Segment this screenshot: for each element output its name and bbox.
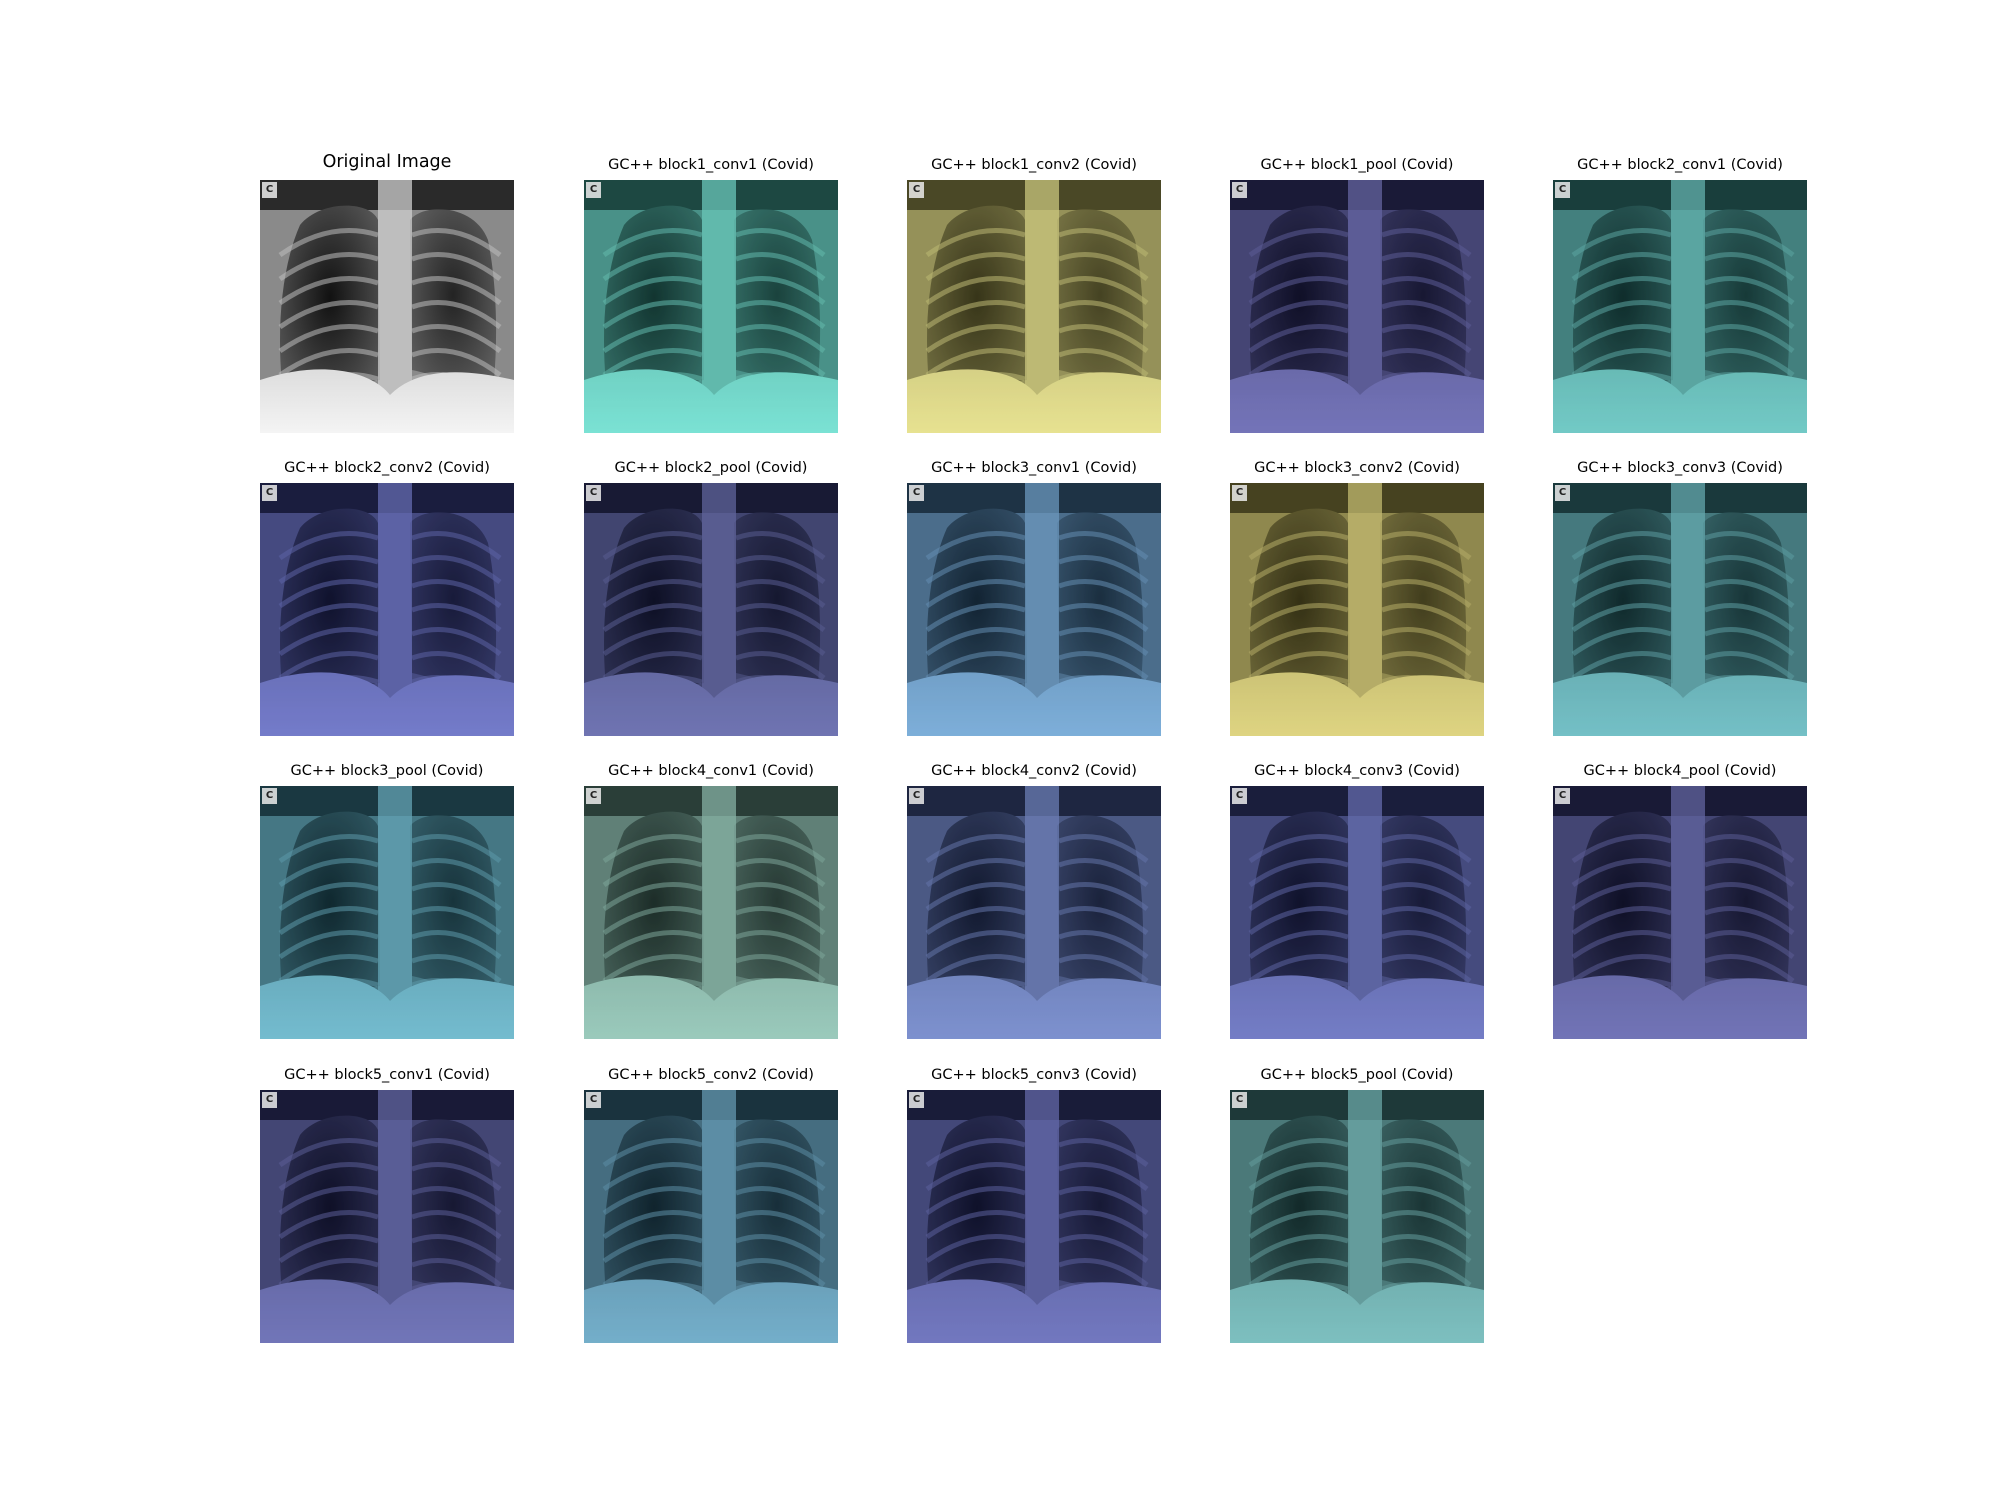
- panel-image: C: [907, 1090, 1161, 1343]
- corner-label: C: [909, 1092, 924, 1108]
- panel-title: GC++ block1_conv1 (Covid): [608, 157, 814, 173]
- corner-label: C: [909, 485, 924, 501]
- corner-label: C: [1555, 182, 1570, 198]
- panel-image: C: [1230, 1090, 1484, 1343]
- panel-image: C: [260, 1090, 514, 1343]
- panel-image: C: [1230, 180, 1484, 433]
- panel-title: GC++ block5_conv2 (Covid): [608, 1067, 814, 1083]
- panel-title: GC++ block3_conv1 (Covid): [931, 460, 1137, 476]
- panel-image: C: [584, 1090, 838, 1343]
- xray-image: [907, 786, 1161, 1039]
- panel-title: GC++ block3_conv3 (Covid): [1577, 460, 1783, 476]
- panel-title: GC++ block4_pool (Covid): [1583, 763, 1777, 779]
- panel-image: C: [907, 786, 1161, 1039]
- panel-title: GC++ block3_pool (Covid): [290, 763, 484, 779]
- xray-image: [1553, 483, 1807, 736]
- xray-image: [1230, 786, 1484, 1039]
- corner-label: C: [262, 1092, 277, 1108]
- xray-image: [260, 483, 514, 736]
- panel-image: C: [907, 180, 1161, 433]
- panel-image: C: [260, 786, 514, 1039]
- xray-image: [1230, 1090, 1484, 1343]
- panel-title: GC++ block1_conv2 (Covid): [931, 157, 1137, 173]
- panel-image: C: [260, 483, 514, 736]
- panel-title: GC++ block5_conv1 (Covid): [284, 1067, 490, 1083]
- corner-label: C: [262, 182, 277, 198]
- panel-image: C: [907, 483, 1161, 736]
- corner-label: C: [586, 485, 601, 501]
- panel-image: C: [1553, 180, 1807, 433]
- panel-title: GC++ block4_conv2 (Covid): [931, 763, 1137, 779]
- corner-label: C: [1232, 788, 1247, 804]
- xray-image: [907, 1090, 1161, 1343]
- panel-image: C: [1230, 786, 1484, 1039]
- xray-image: [260, 786, 514, 1039]
- panel-title: GC++ block3_conv2 (Covid): [1254, 460, 1460, 476]
- corner-label: C: [586, 1092, 601, 1108]
- panel-title: GC++ block5_pool (Covid): [1260, 1067, 1454, 1083]
- corner-label: C: [1555, 485, 1570, 501]
- corner-label: C: [909, 788, 924, 804]
- xray-image: [584, 786, 838, 1039]
- panel-title: GC++ block4_conv3 (Covid): [1254, 763, 1460, 779]
- corner-label: C: [586, 182, 601, 198]
- xray-image: [584, 1090, 838, 1343]
- xray-image: [1553, 180, 1807, 433]
- xray-image: [260, 180, 514, 433]
- panel-title: Original Image: [322, 152, 452, 172]
- xray-image: [1230, 483, 1484, 736]
- panel-image: C: [260, 180, 514, 433]
- panel-title: GC++ block1_pool (Covid): [1260, 157, 1454, 173]
- panel-image: C: [1553, 786, 1807, 1039]
- xray-image: [260, 1090, 514, 1343]
- panel-title: GC++ block4_conv1 (Covid): [608, 763, 814, 779]
- corner-label: C: [1232, 182, 1247, 198]
- panel-title: GC++ block2_conv1 (Covid): [1577, 157, 1783, 173]
- xray-image: [584, 483, 838, 736]
- xray-image: [584, 180, 838, 433]
- panel-title: GC++ block2_pool (Covid): [614, 460, 808, 476]
- corner-label: C: [1232, 485, 1247, 501]
- corner-label: C: [1555, 788, 1570, 804]
- xray-image: [1553, 786, 1807, 1039]
- panel-image: C: [584, 786, 838, 1039]
- panel-image: C: [584, 483, 838, 736]
- xray-image: [1230, 180, 1484, 433]
- corner-label: C: [909, 182, 924, 198]
- panel-image: C: [1553, 483, 1807, 736]
- panel-image: C: [1230, 483, 1484, 736]
- panel-title: GC++ block2_conv2 (Covid): [284, 460, 490, 476]
- xray-image: [907, 483, 1161, 736]
- corner-label: C: [262, 788, 277, 804]
- corner-label: C: [262, 485, 277, 501]
- panel-title: GC++ block5_conv3 (Covid): [931, 1067, 1137, 1083]
- panel-image: C: [584, 180, 838, 433]
- xray-image: [907, 180, 1161, 433]
- corner-label: C: [1232, 1092, 1247, 1108]
- corner-label: C: [586, 788, 601, 804]
